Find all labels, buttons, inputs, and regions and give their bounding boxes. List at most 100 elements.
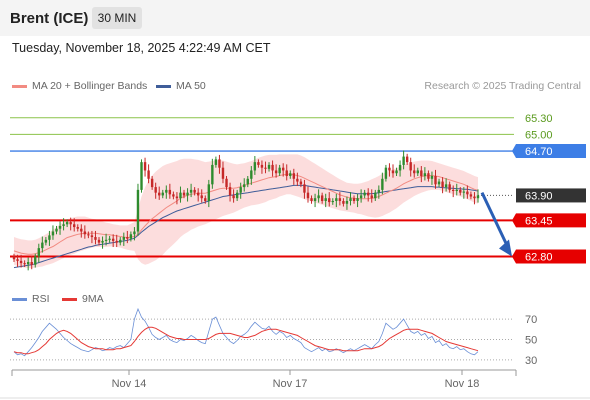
candle-body: [296, 178, 299, 182]
candle-body: [317, 195, 320, 199]
candle-body: [34, 256, 37, 265]
candle-body: [267, 164, 271, 169]
candle-body: [466, 191, 469, 195]
candle-body: [281, 167, 285, 171]
ma20-swatch: [12, 85, 27, 88]
candle-body: [186, 192, 189, 196]
candle-body: [232, 195, 235, 199]
candle-body: [264, 167, 267, 169]
candle-body: [292, 173, 296, 179]
candle-body: [165, 189, 168, 193]
ma50-swatch: [156, 85, 171, 88]
candle-body: [257, 162, 260, 165]
candle-body: [200, 195, 203, 199]
legend-label-ma20: MA 20 + Bollinger Bands: [32, 80, 148, 92]
candle-body: [154, 187, 157, 193]
9ma-swatch: [62, 298, 77, 301]
candle-body: [94, 237, 97, 240]
candle-body: [172, 194, 175, 197]
candle-body: [126, 237, 129, 239]
candle-body: [87, 234, 90, 236]
bollinger-band-fill: [14, 154, 478, 269]
candle-body: [441, 181, 444, 188]
candle-body: [58, 225, 62, 229]
candle-body: [452, 189, 455, 191]
candle-body: [409, 162, 412, 171]
candle-body: [413, 170, 416, 174]
candle-body: [140, 162, 143, 190]
candle-body: [299, 181, 303, 185]
level-label-bg-63.90: [516, 188, 586, 203]
candle-body: [158, 192, 161, 196]
x-tick-label: Nov 18: [445, 378, 480, 390]
rsi-line: [13, 307, 479, 357]
chart-datetime: Tuesday, November 18, 2025 4:22:49 AM CE…: [12, 41, 271, 55]
candle-body: [469, 194, 473, 197]
x-tick-label: Nov 14: [112, 378, 147, 390]
level-label-63.45: 63.45: [525, 215, 553, 227]
candle-body: [65, 222, 69, 225]
header-bar: Brent (ICE) 30 MIN: [0, 0, 590, 36]
candle-body: [349, 198, 352, 201]
candle-body: [473, 196, 476, 199]
candle-body: [228, 187, 232, 196]
candle-body: [405, 156, 409, 163]
candle-body: [366, 192, 370, 196]
candle-body: [129, 234, 133, 239]
candle-body: [147, 170, 150, 179]
candle-body: [62, 224, 65, 226]
candle-body: [122, 237, 126, 240]
level-label-65.30: 65.30: [525, 113, 553, 125]
level-label-bg-64.70: [512, 144, 586, 159]
candle-body: [374, 192, 377, 199]
candle-body: [370, 195, 373, 199]
candle-body: [448, 184, 451, 190]
candle-body: [271, 164, 274, 171]
candle-body: [193, 189, 196, 193]
candle-body: [274, 170, 278, 174]
candle-body: [388, 167, 391, 171]
candle-body: [69, 222, 72, 225]
candle-body: [214, 159, 218, 165]
candle-body: [136, 189, 140, 232]
candle-body: [328, 198, 331, 203]
candle-body: [359, 195, 363, 199]
candle-body: [303, 184, 306, 193]
candle-body: [161, 192, 164, 196]
candle-body: [150, 178, 154, 188]
level-label-62.80: 62.80: [525, 251, 553, 263]
candle-body: [356, 198, 359, 201]
candle-body: [101, 240, 104, 243]
candle-body: [324, 198, 327, 201]
candle-body: [377, 189, 381, 193]
candle-body: [115, 240, 118, 243]
candle-body: [395, 170, 398, 174]
candle-body: [352, 198, 356, 201]
candle-body: [30, 262, 33, 265]
candle-body: [12, 256, 16, 260]
candle-body: [189, 189, 193, 193]
candle-body: [398, 164, 402, 171]
candle-body: [363, 192, 366, 196]
rsi-ma9-line: [13, 326, 479, 355]
candle-body: [41, 242, 44, 249]
level-label-64.70: 64.70: [525, 146, 553, 158]
candle-body: [455, 189, 458, 191]
candle-body: [44, 239, 48, 243]
candle-body: [338, 198, 342, 201]
candle-body: [90, 235, 94, 238]
candle-body: [23, 263, 26, 265]
rsi-swatch: [12, 298, 27, 301]
candle-body: [80, 228, 83, 232]
candle-body: [260, 164, 264, 168]
candle-body: [243, 184, 246, 188]
candle-body: [204, 198, 207, 201]
candle-body: [391, 170, 395, 174]
candle-body: [381, 178, 384, 190]
candle-body: [239, 187, 242, 193]
interval-button[interactable]: 30 MIN: [92, 7, 142, 29]
candle-body: [246, 178, 249, 185]
candle-body: [16, 259, 19, 261]
candle-body: [459, 189, 462, 193]
